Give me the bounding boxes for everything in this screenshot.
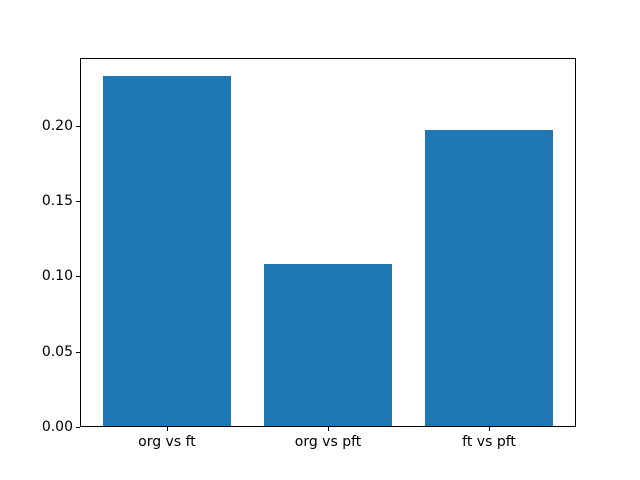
bar-ft-vs-pft (424, 130, 554, 426)
y-tick-mark (76, 351, 80, 353)
y-tick-mark (76, 201, 80, 203)
x-tick-mark (328, 427, 329, 431)
y-tick-label: 0.20 (41, 117, 73, 134)
bar-org-vs-ft (102, 76, 232, 426)
y-tick-mark (76, 125, 80, 127)
y-tick-label: 0.15 (41, 193, 73, 210)
x-tick-label: ft vs pft (462, 434, 516, 450)
y-tick-label: 0.05 (41, 343, 73, 360)
x-tick-mark (166, 427, 168, 431)
bar-org-vs-pft (263, 264, 393, 426)
y-tick-mark (76, 276, 80, 278)
y-tick-label: 0.10 (41, 268, 73, 285)
y-tick-mark (76, 427, 80, 428)
x-tick-mark (489, 427, 491, 431)
x-tick-label: org vs pft (294, 434, 362, 450)
y-tick-label: 0.00 (41, 419, 73, 435)
x-tick-label: org vs ft (138, 434, 196, 450)
